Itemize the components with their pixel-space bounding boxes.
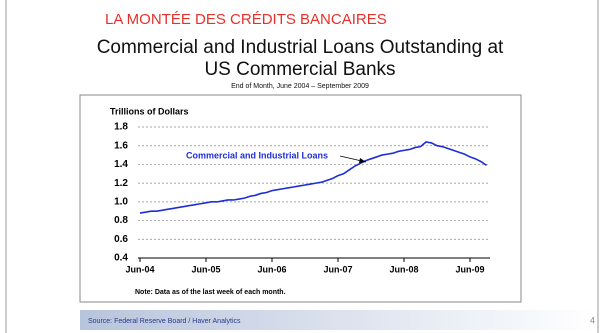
y-axis-label: Trillions of Dollars bbox=[110, 106, 189, 116]
footer-band bbox=[80, 310, 595, 330]
series-label: Commercial and Industrial Loans bbox=[186, 150, 328, 160]
y-tick-label: 1.6 bbox=[114, 140, 128, 151]
y-tick-label: 0.8 bbox=[114, 215, 128, 226]
plot: 0.4 0.6 0.8 1.0 1.2 1.4 1.6 1.8 Jun-04 Jun-05 Jun-… bbox=[114, 122, 490, 274]
data-line bbox=[139, 141, 487, 214]
y-tick-label: 1.0 bbox=[114, 196, 128, 207]
x-tick-label: Jun-09 bbox=[455, 264, 484, 274]
y-tick-label: 1.4 bbox=[114, 159, 128, 170]
y-tick-label: 1.8 bbox=[114, 122, 128, 133]
y-tick-label: 0.6 bbox=[114, 234, 128, 245]
page-number: 4 bbox=[590, 315, 595, 325]
source: Source: Federal Reserve Board / Haver An… bbox=[88, 318, 241, 325]
note: Note: Data as of the last week of each m… bbox=[135, 289, 286, 296]
chart-title: Commercial and Industrial Loans Outstand… bbox=[97, 37, 504, 58]
chart-frame bbox=[79, 94, 522, 303]
y-tick-label: 1.2 bbox=[114, 178, 128, 189]
y-tick-label: 0.4 bbox=[114, 253, 128, 264]
x-tick-label: Jun-08 bbox=[389, 264, 418, 274]
x-tick-label: Jun-05 bbox=[191, 264, 220, 274]
banner: LA MONTÉE DES CRÉDITS BANCAIRES bbox=[105, 11, 387, 28]
x-tick-label: Jun-07 bbox=[323, 264, 352, 274]
chart-title: US Commercial Banks bbox=[204, 59, 395, 80]
arrow-head bbox=[359, 158, 366, 163]
x-tick-label: Jun-06 bbox=[257, 264, 286, 274]
x-tick-label: Jun-04 bbox=[125, 264, 154, 274]
chart-subtitle: End of Month, June 2004 – September 2009 bbox=[231, 83, 369, 90]
